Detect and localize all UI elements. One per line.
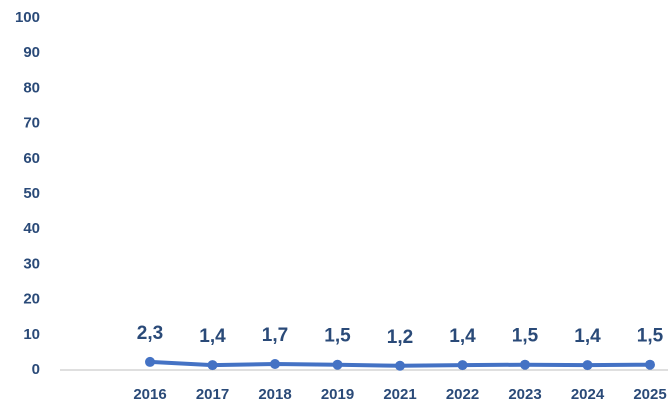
data-label: 1,5: [324, 326, 351, 347]
data-label: 1,7: [262, 325, 288, 346]
point: [270, 359, 280, 370]
point: [520, 359, 530, 370]
y-tick-label: 70: [23, 115, 40, 132]
y-tick-label: 80: [23, 79, 40, 96]
data-label: 2,3: [137, 323, 163, 344]
x-tick-label: 2023: [508, 386, 541, 403]
y-tick-label: 60: [23, 150, 40, 167]
y-tick-label: 100: [15, 9, 40, 26]
point: [145, 356, 155, 367]
x-tick-label: 2017: [196, 386, 229, 403]
data-label: 1,4: [199, 326, 226, 347]
y-tick-label: 50: [23, 185, 40, 202]
point: [582, 360, 593, 371]
y-tick-label: 0: [32, 361, 40, 378]
x-tick-label: 2025: [633, 386, 666, 403]
data-label: 1,5: [637, 326, 664, 347]
x-tick-label: 2022: [446, 386, 479, 403]
point: [457, 360, 468, 371]
x-tick-label: 2018: [258, 386, 291, 403]
y-tick-label: 30: [23, 255, 40, 272]
data-label: 1,2: [387, 327, 413, 348]
x-tick-label: 2024: [571, 386, 605, 403]
y-tick-label: 20: [23, 291, 40, 308]
data-label: 1,4: [449, 326, 476, 347]
x-tick-label: 2019: [321, 386, 354, 403]
data-label: 1,4: [574, 326, 601, 347]
point: [645, 359, 655, 370]
point: [395, 360, 405, 371]
point: [207, 360, 218, 371]
y-tick-label: 10: [23, 326, 40, 343]
y-tick-label: 40: [23, 220, 40, 237]
point: [332, 359, 343, 370]
data-label: 1,5: [512, 326, 539, 347]
x-tick-label: 2016: [133, 386, 166, 403]
y-tick-label: 90: [23, 44, 40, 61]
x-tick-label: 2021: [383, 386, 416, 403]
